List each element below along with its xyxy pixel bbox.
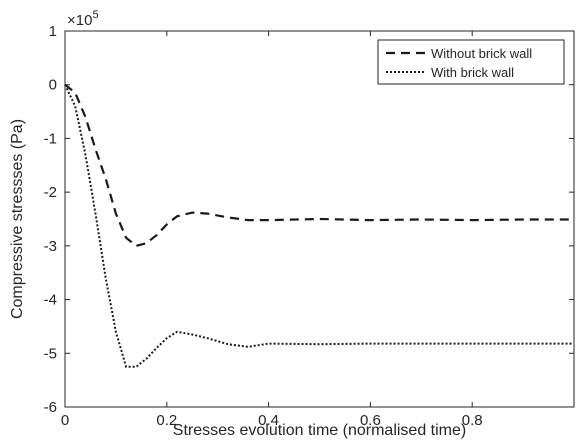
y-tick-label: -3 [44, 238, 57, 255]
legend: Without brick wall With brick wall [377, 39, 565, 85]
y-tick-label: -2 [44, 184, 57, 201]
y-tick-label: -4 [44, 292, 57, 309]
legend-label-with-brick-wall: With brick wall [431, 65, 514, 80]
legend-box [377, 39, 565, 85]
y-tick-label: -1 [44, 130, 57, 147]
y-tick-label: -5 [44, 345, 57, 362]
x-tick-label: 0 [61, 412, 69, 429]
axes-box [64, 30, 575, 408]
y-tick-label: -6 [44, 399, 57, 416]
series-line-with-brick-wall [64, 84, 574, 368]
x-axis-label: Stresses evolution time (normalised time… [173, 422, 466, 439]
series-layer [64, 83, 574, 368]
y-exponent-label: ×105 [67, 9, 99, 29]
y-axis-label: Compressive stressses (Pa) [9, 119, 26, 319]
x-tick-label: 0.4 [258, 412, 279, 429]
ticks-layer [64, 30, 574, 408]
series-line-without-brick-wall [64, 83, 574, 248]
y-tick-label: 0 [49, 77, 57, 94]
x-tick-label: 0.8 [462, 412, 483, 429]
y-tick-label: 1 [49, 23, 57, 40]
x-tick-label: 0.6 [360, 412, 381, 429]
legend-label-without-brick-wall: Without brick wall [431, 46, 532, 61]
x-tick-label: 0.2 [156, 412, 177, 429]
tick-labels-layer: 0 0.2 0.4 0.6 0.8 1 0 -1 -2 -3 -4 -5 -6 [44, 23, 483, 429]
